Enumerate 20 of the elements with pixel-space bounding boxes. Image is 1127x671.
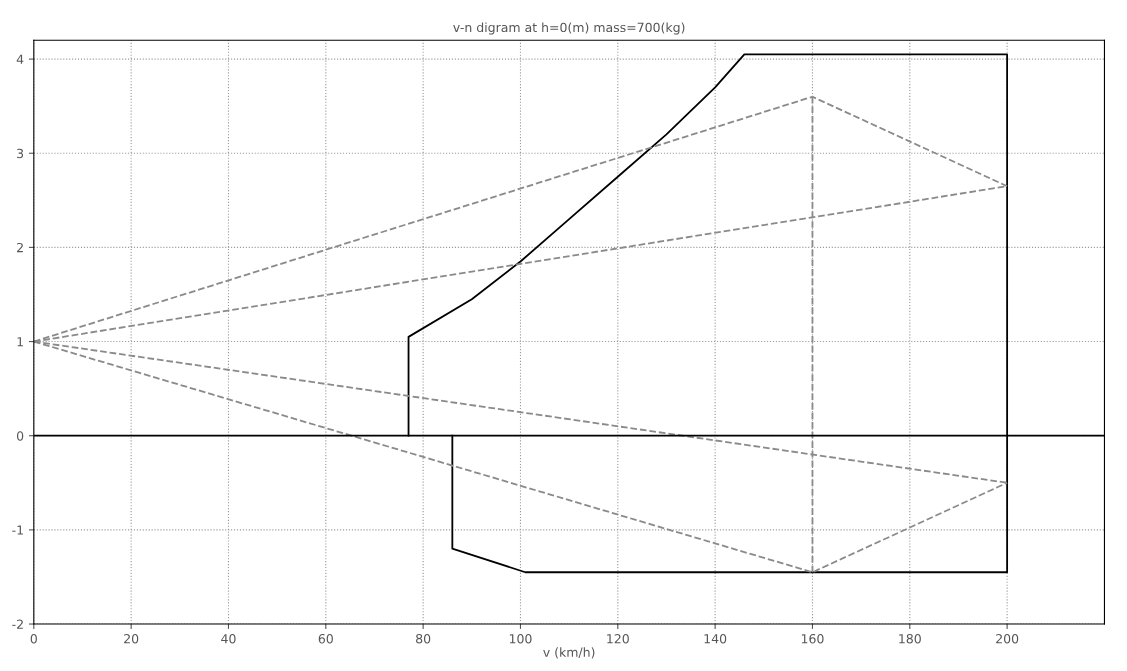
x-tick-label: 40 [221,633,236,644]
chart-title: v-n digram at h=0(m) mass=700(kg) [453,22,685,35]
y-tick-label: -2 [12,619,23,629]
y-tick-label: 1 [17,337,23,347]
x-tick-label: 140 [704,633,727,644]
x-axis-title: v (km/h) [543,647,595,659]
y-tick-label: 4 [16,54,24,64]
x-tick-label: 180 [899,633,921,644]
x-tick-label: 60 [318,633,333,644]
x-tick-label: 0 [30,633,37,644]
x-tick-label: 100 [509,633,532,644]
x-tick-label: 160 [801,633,824,644]
x-tick-label: 120 [607,633,629,644]
x-tick-label: 20 [124,633,139,644]
x-tick-label: 200 [996,633,1019,644]
y-tick-label: 2 [17,242,23,253]
y-tick-label: 0 [16,431,24,441]
x-tick-label: 80 [416,633,431,644]
y-tick-label: -1 [12,525,23,535]
y-tick-label: 3 [17,148,24,159]
